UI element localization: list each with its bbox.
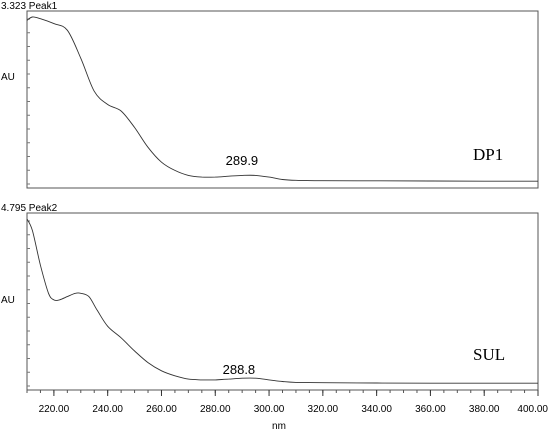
panel-bottom-sample-label: SUL	[473, 345, 505, 364]
panel-bottom-series-line	[26, 218, 538, 384]
x-tick-label: 300.00	[254, 404, 285, 415]
x-tick-label: 260.00	[146, 404, 177, 415]
panel-top-sample-label: DP1	[473, 145, 503, 164]
panel-top-peak-label: 289.9	[226, 153, 259, 168]
x-tick-label: 400.00	[517, 404, 548, 415]
x-tick-label: 360.00	[415, 404, 446, 415]
x-tick-label: 240.00	[92, 404, 123, 415]
panel-top-series-line	[26, 16, 538, 182]
x-axis: 220.00 240.00 260.00 280.00 300.00 320.00 340.…	[26, 390, 548, 415]
x-tick-label: 280.00	[200, 404, 231, 415]
panel-top-frame	[26, 10, 539, 189]
panel-top-yticks	[27, 18, 30, 185]
panel-bottom-ylabel: AU	[1, 295, 15, 306]
panel-top-title: 3.323 Peak1	[1, 1, 58, 12]
panel-bottom-title: 4.795 Peak2	[1, 203, 58, 214]
panel-bottom-peak-label: 288.8	[223, 362, 256, 377]
panel-bottom: 4.795 Peak2 AU 288.8 SUL	[1, 203, 539, 391]
x-tick-label: 220.00	[39, 404, 70, 415]
panel-top: 3.323 Peak1 AU 289.9 DP1	[1, 1, 539, 189]
x-tick-label: 380.00	[469, 404, 500, 415]
panel-bottom-frame	[26, 212, 539, 391]
x-tick-label: 340.00	[361, 404, 392, 415]
x-axis-label: nm	[272, 421, 286, 432]
x-tick-label: 320.00	[308, 404, 339, 415]
panel-top-ylabel: AU	[1, 72, 15, 83]
